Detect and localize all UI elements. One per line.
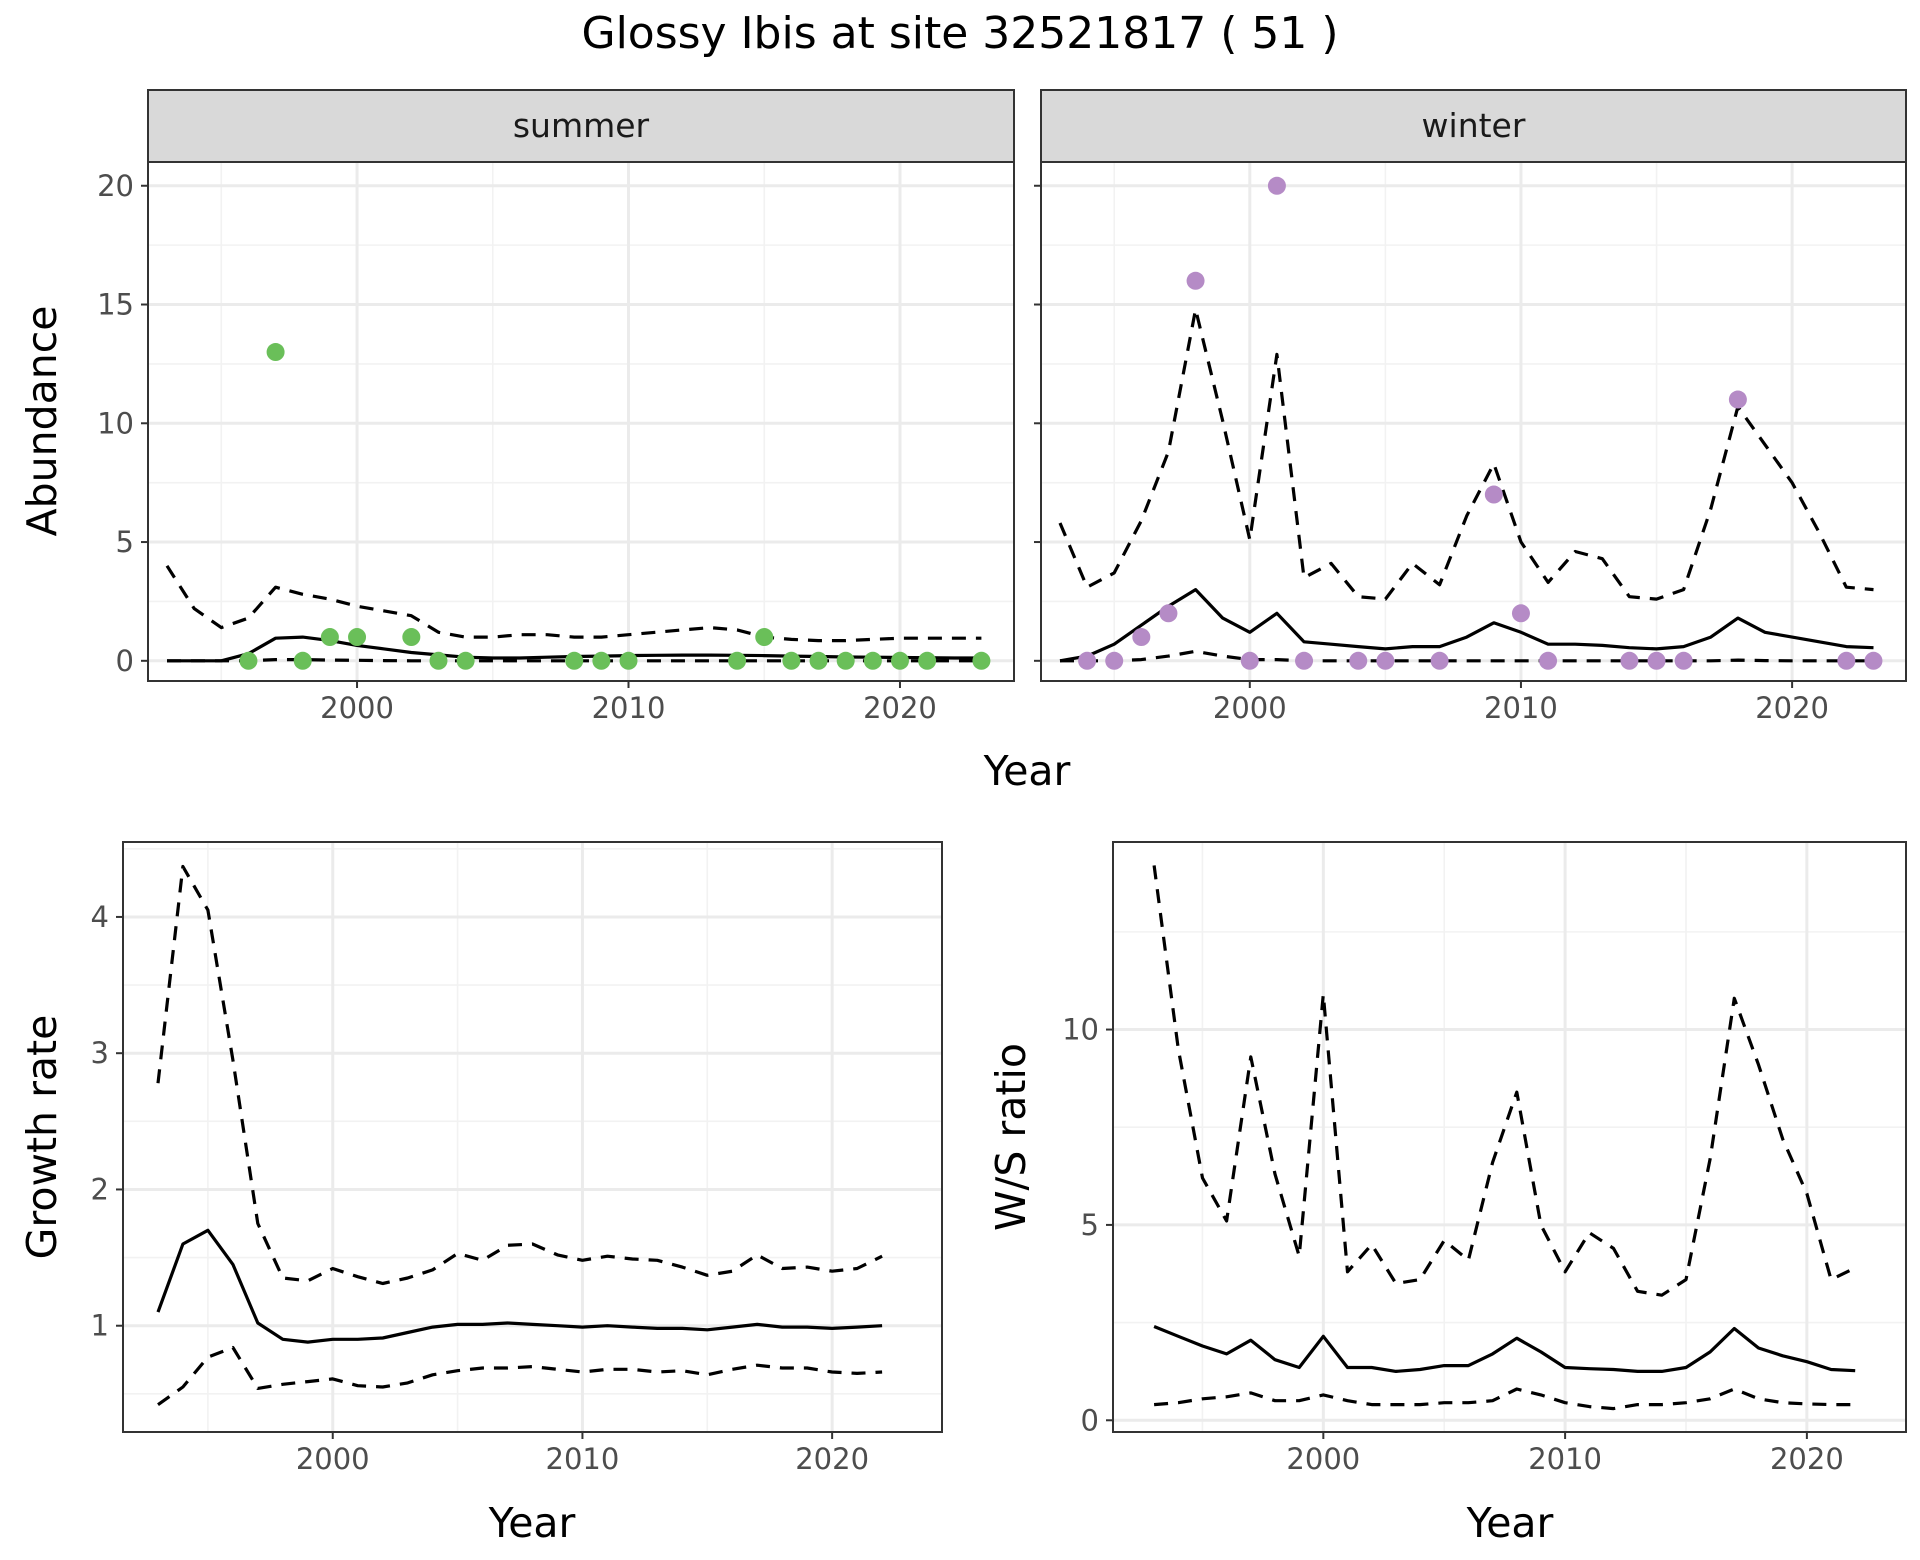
figure-title: Glossy Ibis at site 32521817 ( 51 ) — [581, 8, 1338, 59]
y-tick-label: 4 — [91, 900, 109, 934]
data-point-winter — [1295, 651, 1314, 670]
data-point-winter — [1647, 651, 1666, 670]
data-point-summer — [972, 651, 991, 670]
x-tick-label: 2010 — [592, 691, 666, 725]
data-point-winter — [1728, 390, 1747, 409]
facet-label-winter: winter — [1422, 106, 1526, 145]
data-point-winter — [1105, 651, 1124, 670]
facet-label-summer: summer — [513, 106, 650, 145]
data-point-summer — [890, 651, 909, 670]
data-point-winter — [1484, 485, 1503, 504]
x-tick-label: 2000 — [1286, 1442, 1360, 1476]
panel-frame-ratio — [1112, 841, 1907, 1433]
x-tick-label: 2020 — [1770, 1442, 1844, 1476]
data-point-winter — [1376, 651, 1395, 670]
facet-strip-winter — [1040, 89, 1907, 163]
panel-frame-winter — [1040, 161, 1907, 682]
panel-ratio: 2000 2010 2020 0 5 10 W/S ratio Year — [987, 841, 1907, 1547]
y-tick-label: 0 — [116, 644, 134, 678]
data-point-summer — [836, 651, 855, 670]
series-median-line-winter — [1059, 587, 1874, 663]
data-point-summer — [565, 651, 584, 670]
x-tick-label: 2020 — [863, 691, 937, 725]
data-point-winter — [1539, 651, 1558, 670]
y-tick-label: 10 — [97, 406, 134, 440]
y-tick-label: 0 — [1081, 1403, 1099, 1437]
series-upper-line-ratio — [1152, 865, 1856, 1297]
y-tick-label: 1 — [91, 1309, 109, 1343]
data-point-winter — [1240, 651, 1259, 670]
series-upper-line-summer — [165, 564, 982, 643]
data-point-winter — [1078, 651, 1097, 670]
y-axis-title-ratio: W/S ratio — [987, 1043, 1035, 1231]
data-point-winter — [1837, 651, 1856, 670]
x-tick-label: 2010 — [546, 1442, 620, 1476]
series-upper-line-winter — [1058, 307, 1874, 601]
x-tick-label: 2000 — [296, 1442, 370, 1476]
data-point-winter — [1267, 176, 1286, 195]
data-point-summer — [402, 628, 421, 647]
data-point-summer — [293, 651, 312, 670]
y-axis-title-growth: Growth rate — [18, 1015, 66, 1260]
data-point-winter — [1620, 651, 1639, 670]
data-point-summer — [809, 651, 828, 670]
data-point-summer — [456, 651, 475, 670]
y-tick-label: 10 — [1062, 1013, 1099, 1047]
panel-frame-summer — [147, 161, 1015, 682]
series-median-line-ratio — [1153, 1325, 1856, 1374]
data-point-winter — [1349, 651, 1368, 670]
series-lower-line-winter — [1060, 649, 1874, 663]
data-point-summer — [619, 651, 638, 670]
x-tick-label: 2010 — [1528, 1442, 1602, 1476]
series-median-line-growth — [156, 1228, 883, 1344]
data-point-winter — [1186, 271, 1205, 290]
panel-frame-growth — [122, 841, 943, 1433]
data-point-summer — [239, 651, 258, 670]
grid-ratio — [1113, 842, 1906, 1432]
x-tick-label: 2010 — [1484, 691, 1558, 725]
x-axis-title-growth: Year — [488, 1499, 576, 1547]
y-tick-label: 5 — [116, 525, 134, 559]
x-tick-label: 2020 — [795, 1442, 869, 1476]
data-point-summer — [320, 628, 339, 647]
data-point-winter — [1511, 604, 1530, 623]
series-lower-line-growth — [157, 1345, 883, 1407]
data-point-winter — [1864, 651, 1883, 670]
y-tick-label: 20 — [97, 169, 134, 203]
x-axis-title-abundance: Year — [983, 747, 1071, 795]
x-tick-label: 2020 — [1755, 691, 1829, 725]
y-tick-label: 15 — [97, 288, 134, 322]
data-point-summer — [863, 651, 882, 670]
grid-growth — [123, 842, 942, 1432]
data-point-winter — [1674, 651, 1693, 670]
panel-growth: 2000 2010 2020 1 2 3 4 Growth rate Year — [18, 841, 943, 1547]
data-point-summer — [266, 343, 285, 362]
y-tick-label: 2 — [91, 1172, 109, 1206]
panel-winter: winter 2000 2010 2020 — [1034, 89, 1907, 725]
y-axis-title-summer: Abundance — [18, 306, 66, 537]
data-point-winter — [1430, 651, 1449, 670]
data-point-summer — [592, 651, 611, 670]
y-tick-label: 5 — [1081, 1208, 1099, 1242]
grid-winter — [1041, 162, 1906, 681]
x-tick-label: 2000 — [320, 691, 394, 725]
y-tick-label: 3 — [91, 1036, 109, 1070]
data-point-summer — [782, 651, 801, 670]
facet-strip-summer — [147, 89, 1015, 163]
series-lower-line-ratio — [1153, 1387, 1856, 1411]
data-point-winter — [1132, 628, 1151, 647]
panel-summer: summer 2000 2010 2020 0 5 10 15 20 Abundance — [18, 89, 1015, 725]
data-point-summer — [728, 651, 747, 670]
data-point-summer — [918, 651, 937, 670]
data-point-summer — [348, 628, 367, 647]
data-point-summer — [429, 651, 448, 670]
x-axis-title-ratio: Year — [1466, 1499, 1554, 1547]
series-upper-line-growth — [156, 864, 883, 1286]
grid-summer — [148, 162, 1014, 681]
data-point-summer — [755, 628, 774, 647]
data-point-winter — [1159, 604, 1178, 623]
x-tick-label: 2000 — [1213, 691, 1287, 725]
